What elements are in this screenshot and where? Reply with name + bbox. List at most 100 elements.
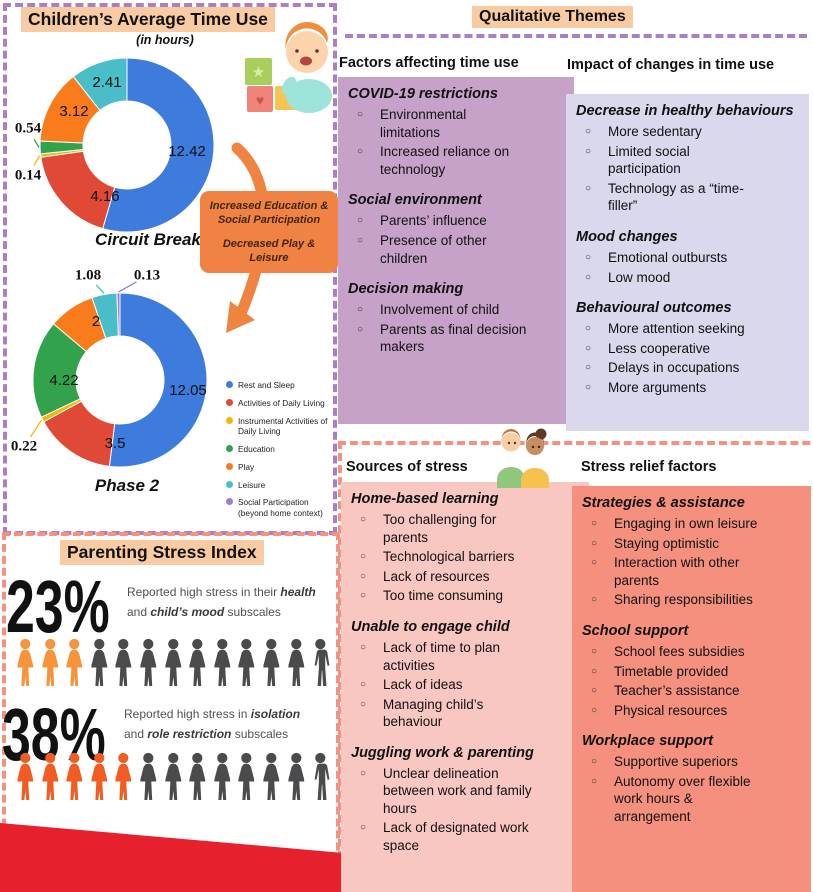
bullet-item: Low mood xyxy=(574,269,758,287)
bullet-item: Technological barriers xyxy=(349,548,533,566)
donut-value-label-leisure: 2.41 xyxy=(92,74,121,91)
time-use-subtitle: (in hours) xyxy=(136,33,194,47)
text: subscales xyxy=(224,605,281,620)
female-person-icon xyxy=(136,752,161,802)
female-person-icon xyxy=(234,752,259,802)
psi-stat-38-description: Reported high stress in isolation and rol… xyxy=(124,704,349,745)
theme-group-heading: Unable to engage child xyxy=(351,618,510,635)
theme-group: School support School fees subsidies Timet… xyxy=(580,622,803,719)
baby-with-blocks-icon: ★ ♥ xyxy=(245,22,332,113)
donut-value-label-activities-of-daily-living: 3.5 xyxy=(105,435,126,452)
emphasized-text: child’s mood xyxy=(150,605,225,620)
bullet-item: Engaging in own leisure xyxy=(580,515,764,533)
theme-group: Home-based learning Too challenging for p… xyxy=(349,490,581,605)
donut-label-leader-line xyxy=(118,281,137,293)
female-person-icon xyxy=(38,638,63,688)
female-person-icon xyxy=(284,752,309,802)
impact-box: Decrease in healthy behaviours More seden… xyxy=(566,94,809,431)
bullet-item: Managing child’s behaviour xyxy=(349,696,533,731)
legend-label: Instrumental Activities of Daily Living xyxy=(238,415,328,437)
bullet-list: Too challenging for parents Technological… xyxy=(349,511,581,605)
psi-people-row-38 xyxy=(13,752,333,802)
theme-group-heading: Decision making xyxy=(348,281,464,298)
female-person-icon xyxy=(13,638,38,688)
bullet-list: More sedentary Limited social participati… xyxy=(574,123,801,215)
donut-slice-leisure xyxy=(72,57,128,112)
theme-group-heading: Mood changes xyxy=(576,228,678,245)
theme-group-heading: Juggling work & parenting xyxy=(351,744,534,761)
theme-group: Juggling work & parenting Unclear delinea… xyxy=(349,744,581,855)
time-use-title: Children’s Average Time Use xyxy=(21,7,275,32)
donut-value-label-instrumental-activities-of-daily-living: 0.14 xyxy=(15,167,42,183)
theme-group: Behavioural outcomes More attention seeki… xyxy=(574,299,801,396)
factors-box: COVID-19 restrictions Environmental limit… xyxy=(338,77,574,424)
emphasized-text: role restriction xyxy=(147,727,232,742)
donut-value-label-education: 4.22 xyxy=(49,372,78,389)
legend-label: Rest and Sleep xyxy=(238,380,295,390)
theme-group: Unable to engage child Lack of time to pl… xyxy=(349,618,581,731)
bullet-item: Teacher’s assistance xyxy=(580,682,764,700)
bullet-list: School fees subsidies Timetable providedT… xyxy=(580,643,803,719)
legend-item: Play xyxy=(226,462,338,473)
note-line-2: Decreased Play & Leisure xyxy=(222,237,316,264)
female-person-icon xyxy=(87,638,112,688)
bullet-list: Parents’ influence Presence of other chil… xyxy=(346,212,566,267)
theme-group-heading: Behavioural outcomes xyxy=(576,300,732,317)
emphasized-text: isolation xyxy=(250,707,301,721)
male-person-icon xyxy=(308,752,333,802)
legend-dot xyxy=(226,381,233,388)
theme-group: Decrease in healthy behaviours More seden… xyxy=(574,102,801,215)
legend-dot xyxy=(226,416,233,424)
legend-label: Leisure xyxy=(238,479,266,490)
bullet-item: Physical resources xyxy=(580,702,764,720)
legend-item: Rest and Sleep xyxy=(226,380,338,391)
donut-label-leader-line xyxy=(33,138,40,148)
donut-slice-social-participation-beyond-home-context xyxy=(116,292,121,337)
bullet-item: Lack of ideas xyxy=(349,676,533,694)
donut-value-label-rest-and-sleep: 12.05 xyxy=(169,382,207,399)
female-person-icon xyxy=(62,638,87,688)
bullet-item: Parents’ influence xyxy=(346,212,530,230)
bullet-list: Emotional outbursts Low mood xyxy=(574,249,801,286)
theme-group-heading: COVID-19 restrictions xyxy=(348,86,498,102)
bullet-item: More attention seeking xyxy=(574,320,758,338)
parents-couple-icon xyxy=(497,428,549,488)
donut-label-leader-line xyxy=(29,419,43,438)
donut-value-label-instrumental-activities-of-daily-living: 0.22 xyxy=(11,438,37,454)
theme-group: Strategies & assistance Engaging in own l… xyxy=(580,494,803,609)
relief-box-header: Stress relief factors xyxy=(581,459,717,475)
female-person-icon xyxy=(161,752,186,802)
female-person-icon xyxy=(185,752,210,802)
bullet-item: Less cooperative xyxy=(574,340,758,358)
text: Reported high stress in xyxy=(124,707,251,721)
text: and xyxy=(124,727,148,742)
legend-item: Instrumental Activities of Daily Living xyxy=(226,416,338,438)
chart-legend: Rest and Sleep Activities of Daily Living… xyxy=(226,380,338,526)
bullet-item: Timetable provided xyxy=(580,663,764,681)
legend-item: Activities of Daily Living xyxy=(226,398,338,409)
theme-group-heading: Workplace support xyxy=(582,733,714,750)
legend-dot xyxy=(226,462,233,470)
legend-dot xyxy=(226,445,233,453)
legend-dot xyxy=(226,480,233,488)
text: Reported high stress in their xyxy=(127,585,281,599)
female-person-icon xyxy=(87,752,112,802)
qualitative-divider-line xyxy=(345,34,807,38)
legend-label: Education xyxy=(238,444,275,455)
bullet-item: Sharing responsibilities xyxy=(580,591,764,609)
donut-value-label-social-participation-beyond-home-context: 0.13 xyxy=(134,267,160,283)
psi-stat-23-percent: 23% xyxy=(6,565,110,648)
bullet-list: More attention seeking Less cooperativeDe… xyxy=(574,320,801,396)
phase-2-chart-label: Phase 2 xyxy=(94,476,160,495)
theme-group-heading: School support xyxy=(582,622,689,639)
donut-value-label-education: 0.54 xyxy=(15,120,42,136)
female-person-icon xyxy=(259,752,284,802)
legend-item: Education xyxy=(226,444,338,455)
sources-box-header: Sources of stress xyxy=(346,459,468,475)
theme-group-heading: Home-based learning xyxy=(351,491,499,507)
legend-item: Leisure xyxy=(226,480,338,491)
svg-text:★: ★ xyxy=(252,64,265,81)
theme-group: Workplace support Supportive superiors Aut… xyxy=(580,732,803,825)
bullet-item: Increased reliance on technology xyxy=(346,143,530,178)
